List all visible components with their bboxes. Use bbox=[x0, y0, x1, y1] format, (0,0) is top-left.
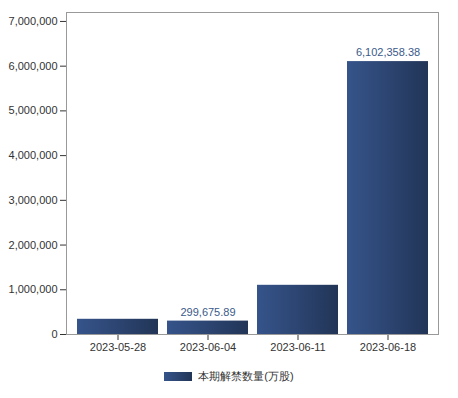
svg-text:4,000,000: 4,000,000 bbox=[9, 149, 58, 161]
svg-text:2023-06-11: 2023-06-11 bbox=[270, 341, 325, 353]
html-text:本期解禁数量(万股): 本期解禁数量(万股) bbox=[198, 369, 294, 382]
svg-text:6,000,000: 6,000,000 bbox=[9, 60, 58, 72]
svg-text:299,675.89: 299,675.89 bbox=[180, 306, 235, 318]
svg-text:3,000,000: 3,000,000 bbox=[9, 194, 58, 206]
svg-text:6,102,358.38: 6,102,358.38 bbox=[356, 46, 420, 58]
svg-text:5,000,000: 5,000,000 bbox=[9, 104, 58, 116]
svg-text:0: 0 bbox=[51, 328, 57, 340]
svg-text:2023-06-04: 2023-06-04 bbox=[180, 341, 236, 353]
svg-text:2023-06-18: 2023-06-18 bbox=[360, 341, 416, 353]
svg-text:7,000,000: 7,000,000 bbox=[9, 15, 58, 27]
svg-text:2,000,000: 2,000,000 bbox=[9, 239, 58, 251]
svg-text:2023-05-28: 2023-05-28 bbox=[90, 341, 146, 353]
svg-text:1,000,000: 1,000,000 bbox=[9, 283, 58, 295]
